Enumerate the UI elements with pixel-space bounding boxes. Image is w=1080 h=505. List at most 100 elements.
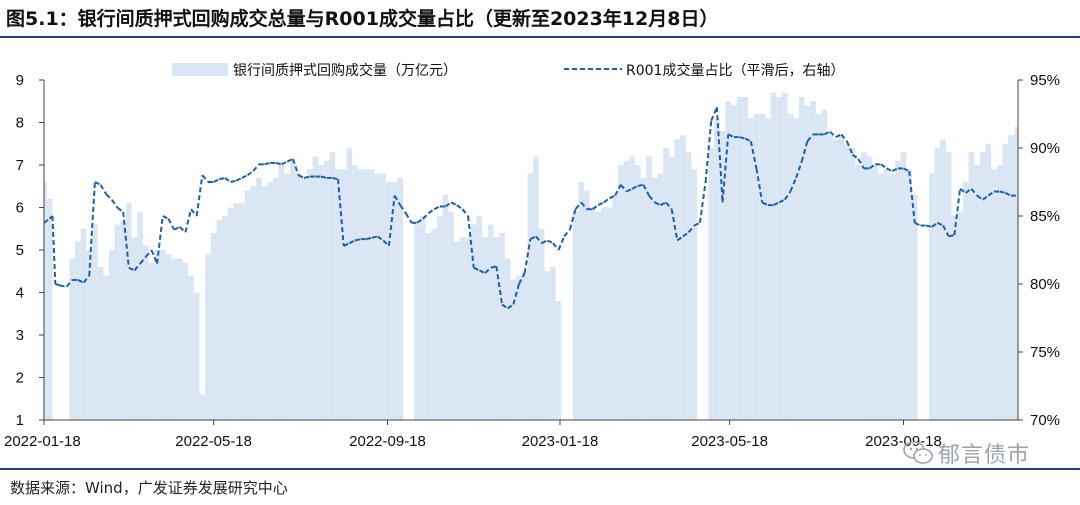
area-column	[595, 211, 601, 420]
r001-line-segment	[783, 190, 792, 201]
x-tick-label: 2023-01-18	[522, 433, 599, 450]
area-column	[781, 92, 788, 420]
area-column	[233, 203, 240, 420]
wechat-icon	[903, 441, 933, 464]
r001-line-segment	[778, 198, 786, 204]
area-column	[849, 148, 856, 420]
r001-line-segment	[348, 239, 356, 245]
r001-line-segment	[444, 201, 452, 208]
area-column	[510, 279, 517, 420]
area-column	[838, 135, 845, 420]
right-tick-label: 95%	[1030, 72, 1060, 89]
r001-line-segment	[416, 217, 424, 224]
area-column	[284, 173, 290, 420]
right-tick-label: 80%	[1030, 276, 1060, 293]
r001-line-segment	[145, 249, 153, 258]
r001-line-segment	[133, 262, 141, 272]
area-column	[578, 182, 585, 420]
r001-line-segment	[568, 208, 577, 230]
r001-line-segment	[665, 201, 673, 210]
r001-line-segment	[749, 140, 758, 169]
area-column	[974, 165, 980, 420]
r001-line-segment	[541, 239, 548, 245]
r001-line-segment	[806, 133, 814, 142]
r001-line-segment	[51, 215, 57, 285]
r001-line-segment	[637, 183, 644, 188]
r001-line-segment	[710, 106, 718, 122]
r001-line-segment	[682, 231, 690, 238]
r001-line-segment	[852, 153, 859, 160]
r001-line-segment	[557, 236, 566, 251]
line-layer	[43, 106, 1018, 310]
area-column	[44, 182, 47, 420]
left-tick-label: 2	[16, 370, 24, 387]
area-column	[465, 237, 471, 420]
area-column	[295, 173, 302, 420]
area-column	[861, 152, 867, 420]
area-column	[895, 160, 901, 420]
area-column	[555, 301, 562, 420]
r001-line-segment	[687, 224, 696, 233]
r001-line-segment	[925, 224, 933, 228]
r001-line-segment	[371, 235, 378, 239]
area-column	[397, 177, 404, 420]
area-column	[80, 228, 87, 420]
area-column	[629, 156, 635, 420]
area-column	[979, 152, 986, 420]
r001-line-segment	[987, 190, 995, 197]
r001-line-segment	[473, 266, 480, 272]
r001-line-segment	[201, 174, 209, 183]
r001-line-segment	[823, 130, 831, 136]
r001-line-segment	[77, 279, 85, 284]
area-column	[318, 165, 324, 420]
left-tick-label: 5	[16, 242, 24, 259]
area-column	[889, 173, 896, 420]
area-column	[442, 194, 449, 420]
area-column	[674, 139, 681, 420]
area-column	[928, 173, 935, 420]
r001-line-segment	[773, 201, 780, 207]
area-column	[736, 97, 743, 420]
x-tick-label: 2022-01-18	[4, 433, 81, 450]
r001-line-segment	[94, 181, 101, 186]
source-rule	[0, 468, 1080, 470]
area-column	[199, 394, 206, 420]
area-column	[476, 216, 483, 420]
r001-line-segment	[399, 204, 407, 214]
r001-line-segment	[970, 188, 978, 197]
r001-line-segment	[642, 184, 650, 197]
r001-line-segment	[99, 184, 108, 195]
area-column	[787, 114, 794, 420]
area-column	[742, 97, 748, 420]
r001-line-segment	[552, 242, 560, 251]
area-column	[453, 241, 460, 420]
area-column	[651, 177, 658, 420]
r001-line-segment	[914, 221, 921, 227]
r001-line-segment	[721, 134, 730, 203]
area-column	[312, 156, 319, 420]
r001-line-segment	[456, 204, 464, 211]
r001-line-segment	[382, 239, 390, 247]
area-column	[142, 245, 149, 420]
area-column	[289, 160, 296, 420]
r001-line-segment	[529, 235, 537, 241]
r001-line-segment	[846, 140, 854, 156]
area-column	[301, 177, 307, 420]
area-column	[75, 241, 81, 420]
r001-line-segment	[739, 136, 746, 140]
area-column	[906, 169, 912, 420]
r001-line-segment	[337, 179, 345, 247]
r001-line-segment	[484, 266, 492, 274]
right-tick-label: 75%	[1030, 344, 1060, 361]
area-column	[827, 135, 833, 420]
r001-line-segment	[184, 208, 192, 233]
area-column	[815, 114, 822, 420]
legend: 银行间质押式回购成交量（万亿元） R001成交量占比（平滑后，右轴）	[172, 62, 844, 79]
r001-line-segment	[693, 221, 701, 227]
area-column	[962, 182, 969, 420]
area-column	[267, 182, 274, 420]
area-column	[504, 258, 511, 420]
left-tick-label: 7	[16, 157, 24, 174]
r001-line-segment	[195, 175, 204, 217]
area-column	[448, 211, 454, 420]
